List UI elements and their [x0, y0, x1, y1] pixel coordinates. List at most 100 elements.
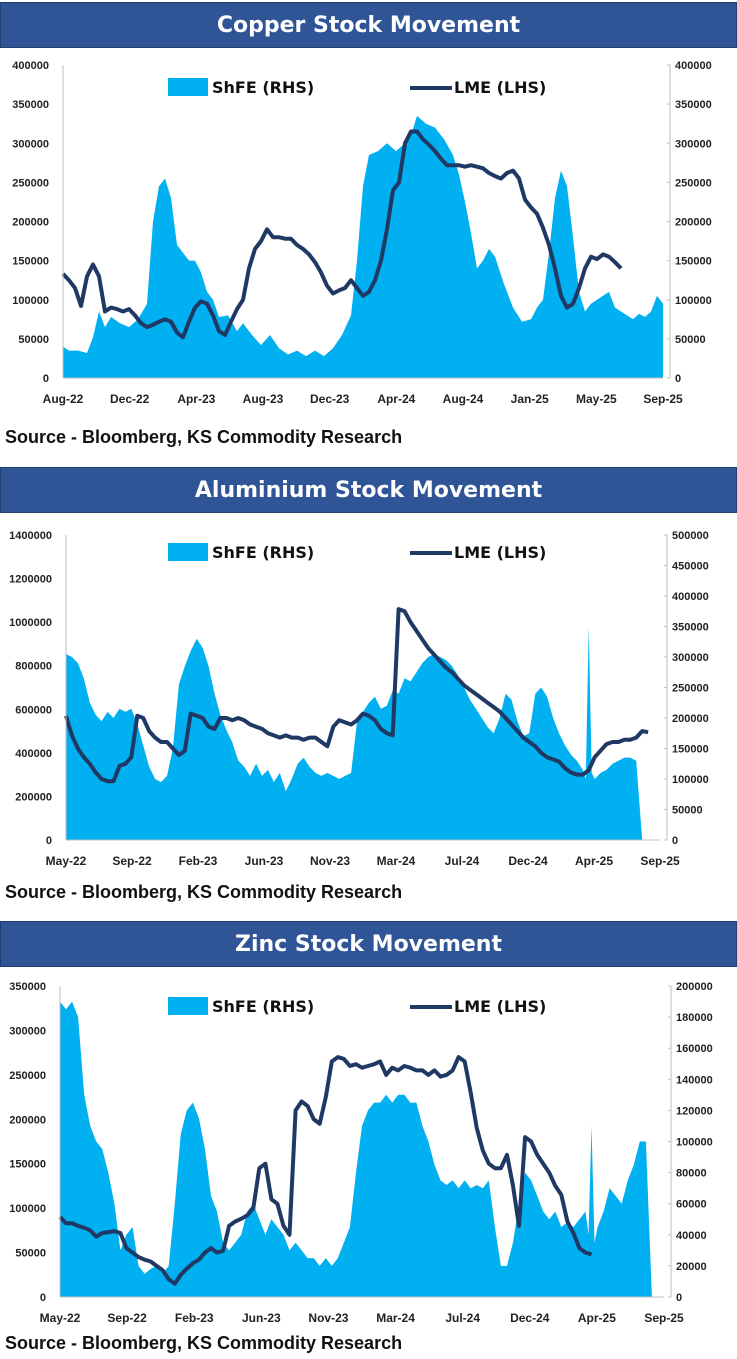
legend-label-shfe: ShFE (RHS)	[212, 997, 314, 1016]
shfe-area-series	[66, 626, 643, 840]
left-axis-tick-label: 350000	[9, 981, 46, 993]
aluminium-chart-svg: 0200000400000600000800000100000012000001…	[9, 530, 709, 868]
x-axis-tick-label: Jun-23	[245, 854, 284, 868]
x-axis-tick-label: Jan-25	[511, 392, 549, 406]
legend-label-lme: LME (LHS)	[454, 543, 546, 562]
left-axis-tick-label: 300000	[12, 138, 49, 150]
right-axis-tick-label: 500000	[672, 530, 709, 542]
lme-line-series	[64, 607, 649, 784]
left-axis-tick-label: 150000	[9, 1159, 46, 1171]
x-axis-tick-label: Apr-24	[377, 392, 415, 406]
copper-chart-svg: 0 50000 100000 150000 200000 250000 300000 3500…	[12, 60, 712, 406]
left-axis-tick-label: 200000	[9, 1114, 46, 1126]
x-axis-tick-label: Feb-23	[175, 1311, 214, 1325]
left-axis-tick-label: 250000	[9, 1070, 46, 1082]
x-axis-tick-label: Jun-23	[242, 1311, 281, 1325]
right-axis-tick-label: 100000	[675, 295, 712, 307]
x-axis-tick-label: Sep-25	[644, 1311, 684, 1325]
legend-label-shfe: ShFE (RHS)	[212, 543, 314, 562]
right-axis-tick-label: 350000	[672, 622, 709, 634]
left-axis-tick-label: 1200000	[9, 574, 52, 586]
left-axis-tick-label: 200000	[15, 791, 52, 803]
left-axis-tick-label: 350000	[12, 99, 49, 111]
chart-title-banner: Aluminium Stock Movement	[0, 467, 737, 513]
source-note: Source - Bloomberg, KS Commodity Researc…	[5, 882, 403, 902]
left-axis-tick-label: 150000	[12, 256, 49, 268]
left-axis-tick-label: 800000	[15, 661, 52, 673]
right-axis-tick-label: 50000	[675, 334, 706, 346]
x-axis-tick-label: Aug-24	[443, 392, 484, 406]
chart-title-banner: Copper Stock Movement	[0, 2, 737, 48]
legend-swatch-shfe	[168, 78, 208, 96]
left-axis-tick-label: 50000	[15, 1248, 46, 1260]
left-axis-tick-label: 1000000	[9, 617, 52, 629]
legend-label-lme: LME (LHS)	[454, 997, 546, 1016]
x-axis-tick-label: Sep-22	[112, 854, 152, 868]
right-axis-tick-label: 450000	[672, 561, 709, 573]
legend-label-lme: LME (LHS)	[454, 78, 546, 97]
right-axis-tick-label: 60000	[676, 1199, 707, 1211]
left-axis-tick-label: 50000	[18, 334, 49, 346]
x-axis-tick-label: Sep-22	[107, 1311, 147, 1325]
x-axis-tick-label: Apr-25	[578, 1311, 616, 1325]
x-axis-tick-label: Dec-23	[310, 392, 350, 406]
right-axis-tick-label: 150000	[675, 256, 712, 268]
right-axis-tick-label: 0	[672, 835, 678, 847]
legend-label-shfe: ShFE (RHS)	[212, 78, 314, 97]
chart-title-banner: Zinc Stock Movement	[0, 921, 737, 967]
right-axis-tick-label: 400000	[672, 591, 709, 603]
right-axis-tick-label: 100000	[672, 774, 709, 786]
x-axis-tick-label: Sep-25	[640, 854, 680, 868]
x-axis-tick-label: May-22	[46, 854, 87, 868]
x-axis-tick-label: Jul-24	[445, 1311, 480, 1325]
x-axis-tick-label: Mar-24	[377, 854, 416, 868]
right-axis-tick-label: 250000	[672, 683, 709, 695]
x-axis-tick-label: May-25	[576, 392, 617, 406]
zinc-chart-svg: 0500001000001500002000002500003000003500…	[9, 981, 713, 1325]
x-axis-tick-label: Feb-23	[179, 854, 218, 868]
copper-chart-panel: Copper Stock Movement 0 50000 100000 150000…	[0, 0, 737, 455]
left-axis-tick-label: 0	[43, 373, 49, 385]
shfe-area-series	[60, 1001, 652, 1297]
right-axis-tick-label: 300000	[675, 138, 712, 150]
x-axis-tick-label: Jul-24	[445, 854, 480, 868]
x-axis-tick-label: Nov-23	[308, 1311, 348, 1325]
right-axis-tick-label: 140000	[676, 1074, 713, 1086]
x-axis-tick-label: Dec-24	[510, 1311, 550, 1325]
lme-line-series	[61, 129, 623, 340]
legend-swatch-shfe	[168, 997, 208, 1015]
right-axis-tick-label: 150000	[672, 744, 709, 756]
source-note: Source - Bloomberg, KS Commodity Researc…	[5, 1333, 403, 1353]
left-axis-tick-label: 0	[46, 835, 52, 847]
right-axis-tick-label: 50000	[672, 805, 703, 817]
x-axis-tick-label: May-22	[40, 1311, 81, 1325]
right-axis-tick-label: 20000	[676, 1261, 707, 1273]
right-axis-tick-label: 80000	[676, 1168, 707, 1180]
right-axis-tick-label: 200000	[676, 981, 713, 993]
x-axis-tick-label: Dec-22	[110, 392, 150, 406]
left-axis-tick-label: 200000	[12, 217, 49, 229]
right-axis-tick-label: 120000	[676, 1105, 713, 1117]
right-axis-tick-label: 250000	[675, 177, 712, 189]
x-axis-tick-label: Nov-23	[310, 854, 350, 868]
left-axis-tick-label: 600000	[15, 704, 52, 716]
left-axis-tick-label: 300000	[9, 1025, 46, 1037]
right-axis-tick-label: 0	[676, 1292, 682, 1304]
left-axis-tick-label: 400000	[15, 748, 52, 760]
right-axis-tick-label: 160000	[676, 1043, 713, 1055]
left-axis-tick-label: 100000	[9, 1203, 46, 1215]
x-axis-tick-label: Aug-22	[43, 392, 84, 406]
aluminium-chart-panel: Aluminium Stock Movement 0 200000 400000 60…	[0, 467, 737, 902]
right-axis-tick-label: 0	[675, 373, 681, 385]
right-axis-tick-label: 400000	[675, 60, 712, 72]
left-axis-tick-label: 250000	[12, 177, 49, 189]
right-axis-tick-label: 350000	[675, 99, 712, 111]
left-axis-tick-label: 0	[40, 1292, 46, 1304]
x-axis-tick-label: Dec-24	[508, 854, 548, 868]
lme-line-series	[58, 1055, 593, 1286]
left-axis-tick-label: 100000	[12, 295, 49, 307]
right-axis-tick-label: 200000	[672, 713, 709, 725]
left-axis-tick-label: 1400000	[9, 530, 52, 542]
x-axis-tick-label: Apr-23	[177, 392, 215, 406]
